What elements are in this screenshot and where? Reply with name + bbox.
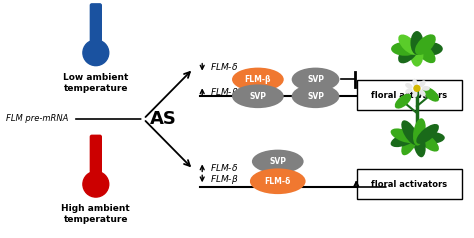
Ellipse shape <box>252 150 304 173</box>
Text: FLM-δ: FLM-δ <box>264 177 291 186</box>
Ellipse shape <box>423 87 439 102</box>
Ellipse shape <box>401 131 419 155</box>
Ellipse shape <box>416 124 439 144</box>
Ellipse shape <box>419 80 426 87</box>
Circle shape <box>83 171 109 197</box>
Text: floral activators: floral activators <box>371 180 447 189</box>
Text: $\mathit{FLM}$-$\mathit{\beta}$: $\mathit{FLM}$-$\mathit{\beta}$ <box>210 86 239 99</box>
Ellipse shape <box>405 88 413 94</box>
Ellipse shape <box>422 86 430 91</box>
Ellipse shape <box>415 34 436 55</box>
Text: SVP: SVP <box>269 157 286 166</box>
Ellipse shape <box>232 84 284 108</box>
Ellipse shape <box>250 169 306 194</box>
Ellipse shape <box>413 118 426 146</box>
Ellipse shape <box>410 43 423 67</box>
Text: SVP: SVP <box>249 92 266 101</box>
Ellipse shape <box>413 130 426 157</box>
Ellipse shape <box>292 84 339 108</box>
Bar <box>357 80 462 110</box>
Text: SVP: SVP <box>307 75 324 84</box>
Ellipse shape <box>417 132 445 144</box>
Text: $\mathit{FLM}$-$\mathit{\delta}$: $\mathit{FLM}$-$\mathit{\delta}$ <box>210 162 238 173</box>
Ellipse shape <box>391 133 417 147</box>
Text: Low ambient
temperature: Low ambient temperature <box>63 73 128 93</box>
Text: floral activators: floral activators <box>371 91 447 100</box>
Text: $\mathit{FLM}$-$\mathit{\beta}$: $\mathit{FLM}$-$\mathit{\beta}$ <box>210 173 239 186</box>
Ellipse shape <box>398 43 419 63</box>
Ellipse shape <box>292 68 339 91</box>
Ellipse shape <box>405 83 413 89</box>
FancyBboxPatch shape <box>91 4 101 41</box>
Ellipse shape <box>398 35 419 55</box>
Ellipse shape <box>232 68 284 91</box>
Text: FLM pre-mRNA: FLM pre-mRNA <box>6 114 69 124</box>
Ellipse shape <box>401 120 419 145</box>
Circle shape <box>83 40 109 66</box>
Ellipse shape <box>415 43 436 63</box>
Text: AS: AS <box>150 110 177 128</box>
Ellipse shape <box>419 89 426 96</box>
Text: High ambient
temperature: High ambient temperature <box>62 204 130 224</box>
Bar <box>357 169 462 199</box>
Text: $\mathit{FLM}$-$\mathit{\delta}$: $\mathit{FLM}$-$\mathit{\delta}$ <box>210 61 238 72</box>
FancyBboxPatch shape <box>91 135 101 173</box>
Ellipse shape <box>412 79 418 86</box>
Ellipse shape <box>416 132 439 152</box>
Ellipse shape <box>391 42 419 56</box>
Ellipse shape <box>395 94 411 109</box>
Text: FLM-β: FLM-β <box>245 75 271 84</box>
Text: SVP: SVP <box>307 92 324 101</box>
Ellipse shape <box>391 129 417 143</box>
Circle shape <box>414 85 420 91</box>
Ellipse shape <box>415 42 443 56</box>
Ellipse shape <box>410 31 423 55</box>
Ellipse shape <box>412 90 418 98</box>
